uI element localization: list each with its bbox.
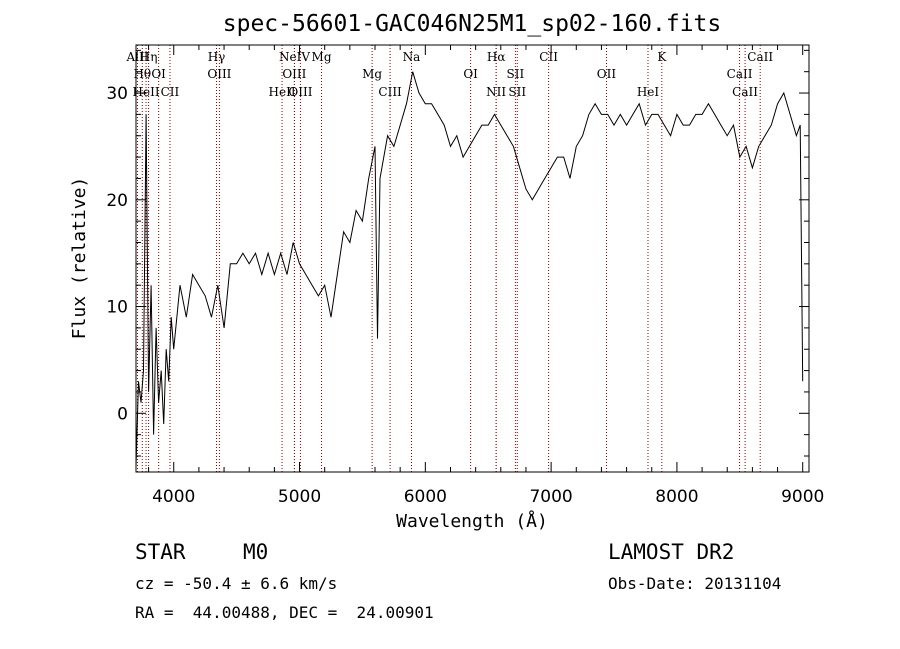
x-tick-label: 8000	[655, 487, 698, 507]
x-tick-label: 7000	[529, 487, 572, 507]
line-marker-label: Hη	[140, 50, 158, 64]
y-axis-label: Flux (relative)	[69, 177, 90, 340]
plot-frame	[135, 44, 810, 473]
object-class: STAR	[135, 540, 186, 564]
line-marker-label: CaII	[747, 50, 773, 64]
object-subclass: M0	[243, 540, 269, 564]
line-marker-label: Hγ	[208, 50, 226, 64]
redshift-cz: cz = -50.4 ± 6.6 km/s	[135, 574, 338, 593]
ra-dec: RA = 44.00488, DEC = 24.00901	[135, 603, 434, 622]
line-marker-label: CII	[539, 50, 558, 64]
spectrum-line	[135, 71, 804, 467]
y-tick-label: 30	[106, 84, 128, 104]
line-marker-label: CIII	[378, 85, 402, 99]
line-marker-label: NII	[486, 85, 506, 99]
line-marker-label: HeII	[269, 85, 296, 99]
line-marker-label: Hθ	[133, 67, 151, 81]
line-marker-label: CaII	[732, 85, 758, 99]
line-marker-label: K	[657, 50, 667, 64]
chart-title: spec-56601-GAC046N25M1_sp02-160.fits	[223, 11, 722, 37]
x-axis-label: Wavelength (Å)	[396, 510, 548, 532]
x-tick-label: 5000	[278, 487, 321, 507]
line-marker-label: SII	[507, 67, 525, 81]
y-tick-label: 0	[117, 404, 128, 424]
line-marker-label: CaII	[727, 67, 753, 81]
line-marker-label: Na	[403, 50, 421, 64]
line-marker-label: HeII	[133, 85, 160, 99]
survey-name: LAMOST DR2	[608, 540, 735, 564]
emission-line-markers: AlIIHθHeIIHηOICIIHγOIIIHeIINeIVOIIIOIIIM…	[126, 45, 773, 472]
line-marker-label: OI	[463, 67, 478, 81]
line-marker-label: HeI	[637, 85, 660, 99]
line-marker-label: Mg	[362, 67, 382, 81]
x-tick-label: 6000	[404, 487, 447, 507]
line-marker-label: OI	[151, 67, 166, 81]
line-marker-label: AlII	[126, 50, 149, 64]
line-marker-label: CII	[161, 85, 180, 99]
line-marker-label: OIII	[282, 67, 306, 81]
x-tick-label: 4000	[152, 487, 195, 507]
line-marker-label: OII	[597, 67, 617, 81]
line-marker-label: SII	[508, 85, 526, 99]
observation-date: Obs-Date: 20131104	[608, 574, 782, 593]
line-marker-label: Mg	[312, 50, 332, 64]
x-tick-label: 9000	[781, 487, 824, 507]
axis-ticks: 4000 5000 6000 7000 8000 9000 0 10 20 30	[106, 45, 824, 507]
y-tick-label: 10	[106, 298, 128, 318]
line-marker-label: OIII	[207, 67, 231, 81]
line-marker-label: Hα	[487, 50, 506, 64]
y-tick-label: 20	[106, 191, 128, 211]
line-marker-label: OIII	[288, 85, 312, 99]
